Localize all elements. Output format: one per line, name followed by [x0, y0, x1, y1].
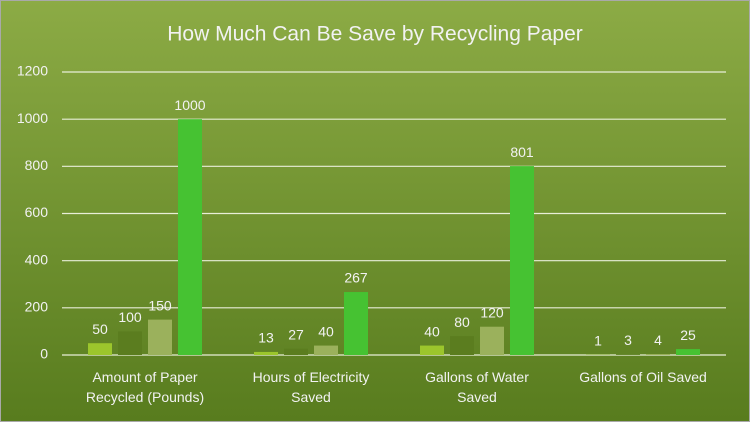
bar	[148, 319, 172, 355]
y-tick-label: 400	[25, 251, 49, 267]
data-label: 267	[344, 270, 368, 286]
data-label: 40	[424, 323, 440, 339]
data-label: 40	[318, 323, 334, 339]
x-tick-label: Amount of Paper Recycled (Pounds)	[86, 369, 204, 405]
x-tick-label: Hours of Electricity Saved	[253, 369, 370, 405]
data-label: 4	[654, 332, 662, 348]
bar	[420, 345, 444, 355]
y-tick-label: 200	[25, 299, 49, 315]
y-tick-label: 1000	[17, 110, 48, 126]
chart-title: How Much Can Be Save by Recycling Paper	[167, 23, 583, 46]
bar	[676, 349, 700, 355]
bar	[284, 348, 308, 355]
bar	[510, 166, 534, 355]
bar	[88, 343, 112, 355]
data-label: 27	[288, 326, 304, 342]
data-label: 50	[92, 321, 108, 337]
data-label: 801	[510, 144, 534, 160]
x-tick-label: Gallons of Water Saved	[425, 369, 529, 405]
bar	[254, 351, 278, 355]
bar	[178, 119, 202, 356]
x-tick-label: Gallons of Oil Saved	[579, 369, 707, 385]
bar	[314, 345, 338, 355]
bar	[450, 336, 474, 355]
y-tick-label: 800	[25, 157, 49, 173]
data-label: 3	[624, 332, 632, 348]
data-label: 25	[680, 327, 696, 343]
bar	[344, 292, 368, 355]
data-label: 150	[148, 297, 172, 313]
bar	[118, 331, 142, 355]
y-tick-label: 600	[25, 204, 49, 220]
y-tick-label: 1200	[17, 63, 48, 79]
data-label: 120	[480, 304, 504, 320]
y-tick-label: 0	[40, 346, 48, 362]
bar	[480, 326, 504, 355]
bar	[646, 354, 670, 355]
data-label: 13	[258, 330, 274, 346]
bar	[616, 354, 640, 355]
data-label: 80	[454, 314, 470, 330]
data-label: 1000	[174, 97, 205, 113]
data-label: 1	[594, 332, 602, 348]
data-label: 100	[118, 309, 142, 325]
